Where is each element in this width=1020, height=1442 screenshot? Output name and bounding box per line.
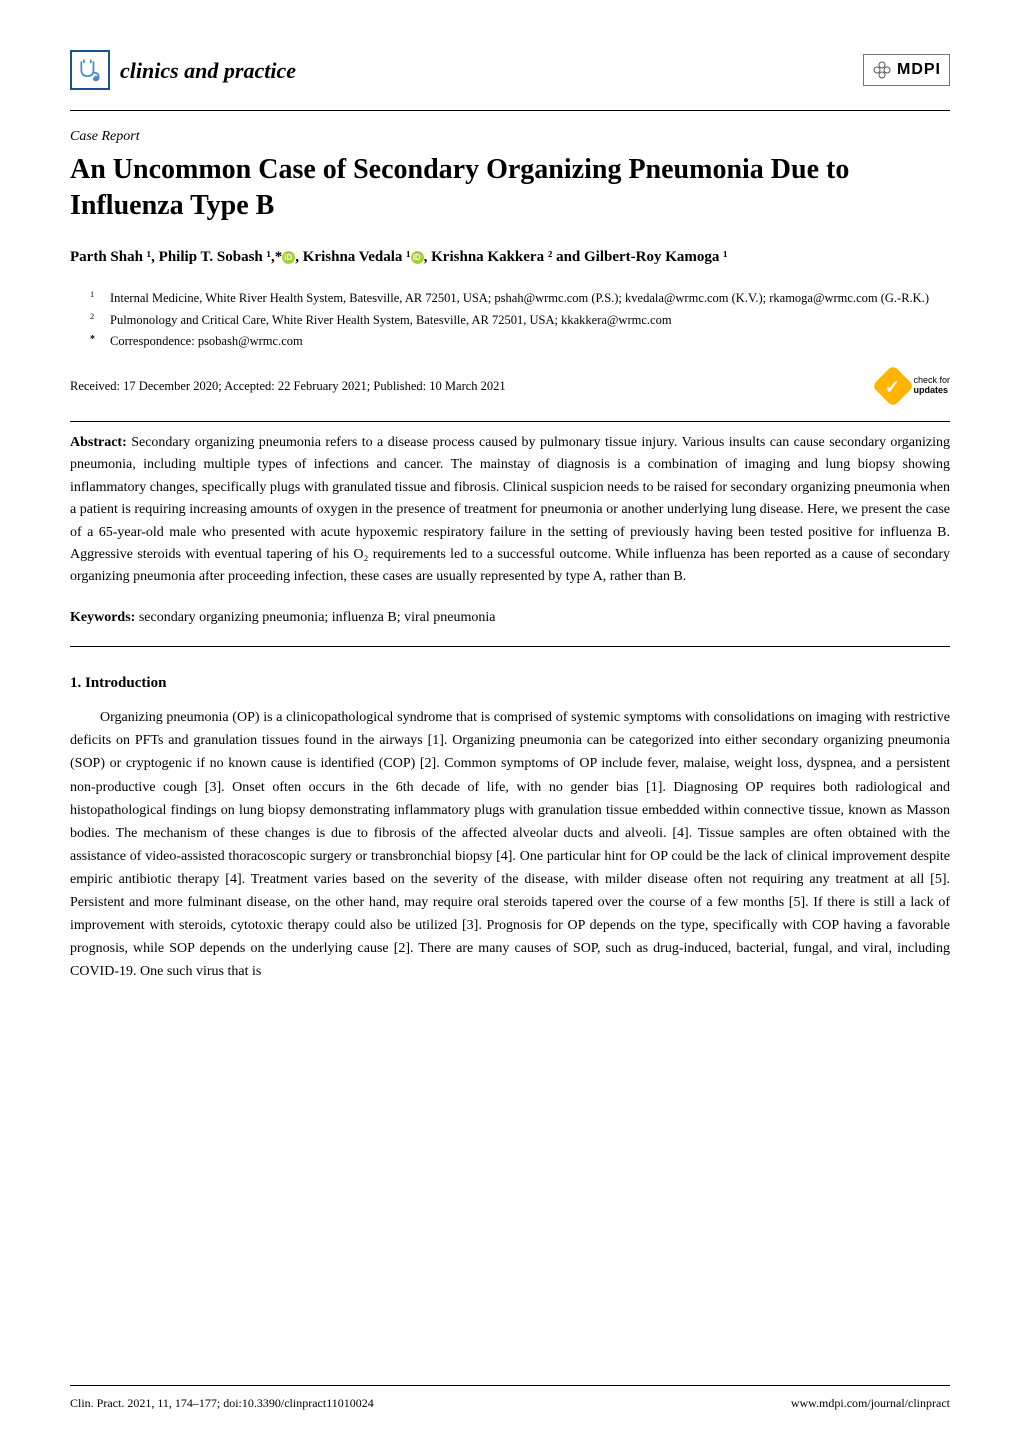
correspondence-text: Correspondence: psobash@wrmc.com bbox=[110, 332, 303, 351]
journal-name: clinics and practice bbox=[120, 54, 296, 87]
affiliation-item: 1 Internal Medicine, White River Health … bbox=[90, 289, 950, 308]
keywords-label: Keywords: bbox=[70, 610, 135, 625]
correspondence-marker: * bbox=[90, 332, 110, 351]
authors-part1: Parth Shah ¹, Philip T. Sobash ¹,* bbox=[70, 249, 282, 265]
article-type: Case Report bbox=[70, 126, 950, 147]
introduction-body: Organizing pneumonia (OP) is a clinicopa… bbox=[70, 706, 950, 983]
affiliations: 1 Internal Medicine, White River Health … bbox=[70, 289, 950, 351]
check-icon bbox=[872, 365, 914, 407]
check-updates-badge[interactable]: check for updates bbox=[878, 371, 950, 401]
affiliation-item: * Correspondence: psobash@wrmc.com bbox=[90, 332, 950, 351]
header-row: clinics and practice MDPI bbox=[70, 50, 950, 90]
affiliation-item: 2 Pulmonology and Critical Care, White R… bbox=[90, 311, 950, 330]
affiliation-text: Internal Medicine, White River Health Sy… bbox=[110, 289, 929, 308]
keywords-text: secondary organizing pneumonia; influenz… bbox=[139, 610, 496, 625]
footer-citation: Clin. Pract. 2021, 11, 174–177; doi:10.3… bbox=[70, 1394, 374, 1412]
journal-logo: clinics and practice bbox=[70, 50, 296, 90]
abstract-label: Abstract: bbox=[70, 435, 127, 450]
mdpi-icon bbox=[872, 60, 892, 80]
check-updates-text: check for updates bbox=[913, 376, 950, 396]
affiliation-number: 1 bbox=[90, 289, 110, 308]
abstract-bottom-divider bbox=[70, 646, 950, 647]
stethoscope-icon bbox=[77, 57, 103, 83]
authors-part3: , Krishna Kakkera ² and Gilbert-Roy Kamo… bbox=[424, 249, 728, 265]
journal-logo-icon bbox=[70, 50, 110, 90]
authors: Parth Shah ¹, Philip T. Sobash ¹,* , Kris… bbox=[70, 245, 950, 269]
publisher-name: MDPI bbox=[897, 58, 941, 82]
page-footer: Clin. Pract. 2021, 11, 174–177; doi:10.3… bbox=[70, 1385, 950, 1412]
section-heading: 1. Introduction bbox=[70, 672, 950, 695]
header-divider bbox=[70, 110, 950, 111]
affiliation-number: 2 bbox=[90, 311, 110, 330]
article-title: An Uncommon Case of Secondary Organizing… bbox=[70, 152, 950, 225]
orcid-icon[interactable] bbox=[282, 251, 295, 264]
authors-part2: , Krishna Vedala ¹ bbox=[295, 249, 410, 265]
publication-dates: Received: 17 December 2020; Accepted: 22… bbox=[70, 377, 506, 396]
mdpi-logo: MDPI bbox=[863, 54, 950, 86]
keywords: Keywords: secondary organizing pneumonia… bbox=[70, 607, 950, 628]
footer-url[interactable]: www.mdpi.com/journal/clinpract bbox=[791, 1394, 950, 1412]
abstract-top-divider bbox=[70, 421, 950, 422]
orcid-icon[interactable] bbox=[411, 251, 424, 264]
abstract: Abstract: Secondary organizing pneumonia… bbox=[70, 432, 950, 589]
dates-row: Received: 17 December 2020; Accepted: 22… bbox=[70, 371, 950, 401]
abstract-text: Secondary organizing pneumonia refers to… bbox=[70, 435, 950, 584]
affiliation-text: Pulmonology and Critical Care, White Riv… bbox=[110, 311, 672, 330]
